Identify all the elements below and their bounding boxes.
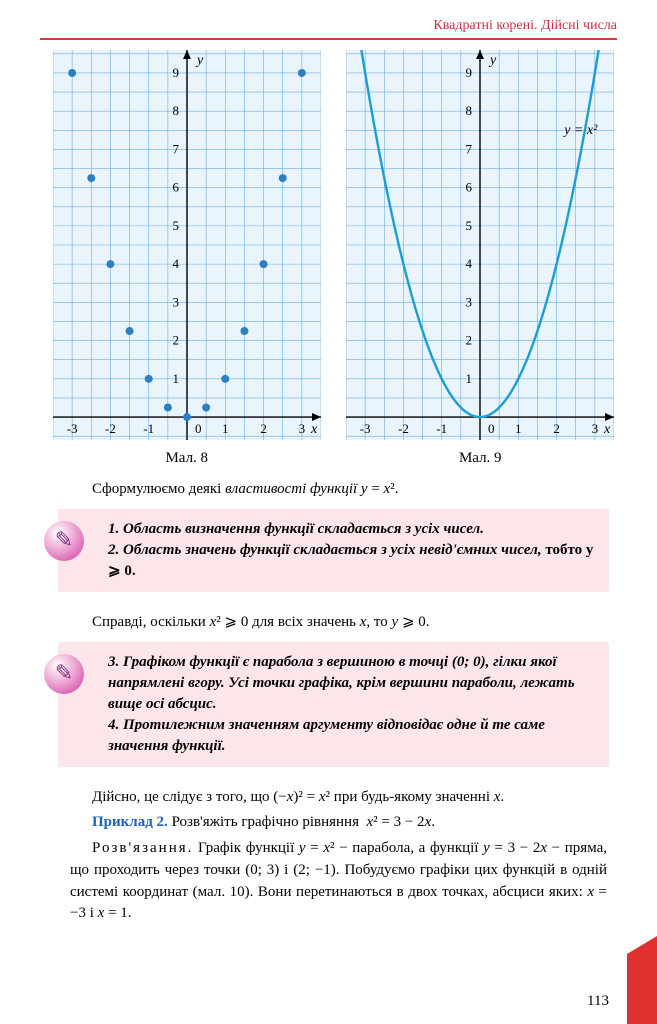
svg-text:4: 4 bbox=[466, 256, 473, 271]
svg-text:1: 1 bbox=[466, 371, 473, 386]
svg-text:2: 2 bbox=[172, 333, 179, 348]
svg-text:-2: -2 bbox=[105, 421, 116, 436]
svg-text:5: 5 bbox=[466, 218, 473, 233]
chapter-title: Квадратні корені. Дійсні числа bbox=[433, 18, 617, 33]
header-rule bbox=[40, 38, 617, 40]
svg-text:8: 8 bbox=[172, 103, 179, 118]
svg-text:7: 7 bbox=[466, 141, 473, 156]
intro-line: Сформулюємо деякі властивості функції y … bbox=[92, 481, 398, 497]
svg-text:y: y bbox=[195, 53, 204, 68]
mid-line: Справді, оскільки x² ⩾ 0 для всіх значен… bbox=[92, 614, 430, 630]
svg-text:6: 6 bbox=[466, 180, 473, 195]
svg-text:5: 5 bbox=[172, 218, 179, 233]
pencil-icon: ✎ bbox=[44, 654, 84, 694]
chart-left-caption: Мал. 8 bbox=[53, 450, 321, 467]
svg-text:3: 3 bbox=[592, 421, 599, 436]
after-line: Дійсно, це слідує з того, що (−x)² = x² … bbox=[92, 789, 504, 805]
svg-text:1: 1 bbox=[172, 371, 179, 386]
solution-label: Розв'язання. bbox=[92, 840, 193, 856]
property-4: 4. Протилежним значенням аргументу відпо… bbox=[108, 717, 545, 754]
svg-text:y: y bbox=[488, 53, 497, 68]
svg-text:-1: -1 bbox=[143, 421, 154, 436]
svg-text:-2: -2 bbox=[398, 421, 409, 436]
svg-text:1: 1 bbox=[222, 421, 229, 436]
scatter-chart: -3 -2 -1 1 2 3 1 2 3 4 5 6 7 8 9 0 x y bbox=[53, 50, 321, 440]
mid-text: Справді, оскільки x² ⩾ 0 для всіх значен… bbox=[0, 600, 657, 634]
property-1: 1. Область визначення функції складаєтьс… bbox=[108, 521, 484, 537]
svg-text:0: 0 bbox=[488, 421, 495, 436]
corner-decoration bbox=[627, 954, 657, 1024]
svg-text:4: 4 bbox=[172, 256, 179, 271]
svg-text:-1: -1 bbox=[437, 421, 448, 436]
property-box-1: ✎ 1. Область визначення функції складаєт… bbox=[58, 509, 609, 592]
example-label: Приклад 2. bbox=[92, 814, 168, 830]
svg-text:x: x bbox=[603, 422, 611, 437]
property-3: 3. Графіком функції є парабола з вершино… bbox=[108, 654, 575, 712]
chart-left-box: -3 -2 -1 1 2 3 1 2 3 4 5 6 7 8 9 0 x y Мал. 8 bbox=[53, 50, 321, 467]
example-task: Розв'яжіть графічно рівняння x² = 3 − 2x… bbox=[168, 814, 435, 830]
svg-text:6: 6 bbox=[172, 180, 179, 195]
svg-text:9: 9 bbox=[172, 65, 179, 80]
svg-text:3: 3 bbox=[172, 294, 179, 309]
svg-text:2: 2 bbox=[554, 421, 561, 436]
svg-text:1: 1 bbox=[515, 421, 522, 436]
svg-text:2: 2 bbox=[260, 421, 267, 436]
svg-text:3: 3 bbox=[298, 421, 305, 436]
after-text: Дійсно, це слідує з того, що (−x)² = x² … bbox=[0, 775, 657, 926]
svg-text:3: 3 bbox=[466, 294, 473, 309]
svg-text:2: 2 bbox=[466, 333, 473, 348]
chart-right-caption: Мал. 9 bbox=[346, 450, 614, 467]
svg-text:8: 8 bbox=[466, 103, 473, 118]
charts-row: -3 -2 -1 1 2 3 1 2 3 4 5 6 7 8 9 0 x y Мал. 8 -3 -2 -1 1 2 3 1 2… bbox=[0, 42, 657, 467]
svg-text:y = x²: y = x² bbox=[562, 123, 598, 138]
chart-right-box: -3 -2 -1 1 2 3 1 2 3 4 5 6 7 8 9 0 x y y = x² Мал. 9 bbox=[346, 50, 614, 467]
intro-text: Сформулюємо деякі властивості функції y … bbox=[0, 467, 657, 501]
svg-text:0: 0 bbox=[195, 421, 202, 436]
page-number: 113 bbox=[587, 993, 609, 1010]
property-box-2: ✎ 3. Графіком функції є парабола з верши… bbox=[58, 642, 609, 767]
pencil-icon: ✎ bbox=[44, 521, 84, 561]
svg-text:x: x bbox=[310, 422, 318, 437]
svg-text:7: 7 bbox=[172, 141, 179, 156]
parabola-chart: -3 -2 -1 1 2 3 1 2 3 4 5 6 7 8 9 0 x y y = x² bbox=[346, 50, 614, 440]
svg-text:-3: -3 bbox=[360, 421, 371, 436]
svg-text:-3: -3 bbox=[66, 421, 77, 436]
property-2: 2. Область значень функції складається з… bbox=[108, 542, 542, 558]
svg-text:9: 9 bbox=[466, 65, 473, 80]
chapter-header: Квадратні корені. Дійсні числа bbox=[0, 0, 657, 38]
